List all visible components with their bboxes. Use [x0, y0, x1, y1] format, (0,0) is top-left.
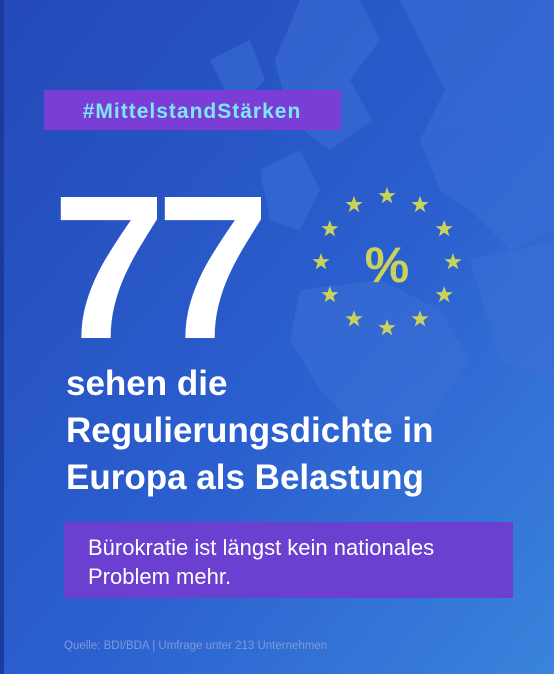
- star: [411, 195, 429, 213]
- headline-line: Regulierungsdichte in: [66, 411, 434, 450]
- star: [435, 220, 453, 237]
- percent-sign: %: [365, 237, 409, 293]
- big-number: 77: [52, 153, 261, 382]
- star: [321, 220, 339, 237]
- subline-line: Problem mehr.: [88, 564, 231, 589]
- star: [321, 286, 339, 303]
- star: [312, 253, 330, 270]
- star: [444, 253, 462, 270]
- headline-line: Europa als Belastung: [66, 458, 424, 497]
- left-edge: [0, 0, 4, 674]
- headline: sehen die Regulierungsdichte in Europa a…: [66, 364, 434, 497]
- star: [411, 310, 429, 327]
- eu-stars: [312, 187, 462, 336]
- star: [378, 187, 396, 204]
- subline: Bürokratie ist längst kein nationales Pr…: [88, 535, 434, 589]
- subline-box: [64, 522, 513, 598]
- star: [345, 310, 363, 327]
- star: [345, 195, 363, 213]
- subline-line: Bürokratie ist längst kein nationales: [88, 535, 434, 560]
- hashtag-box: [44, 90, 341, 130]
- star: [378, 319, 396, 336]
- source: Quelle: BDI/BDA | Umfrage unter 213 Unte…: [64, 640, 327, 652]
- headline-line: sehen die: [66, 364, 227, 403]
- hashtag: #MittelstandStärken: [83, 100, 302, 123]
- star: [435, 286, 453, 303]
